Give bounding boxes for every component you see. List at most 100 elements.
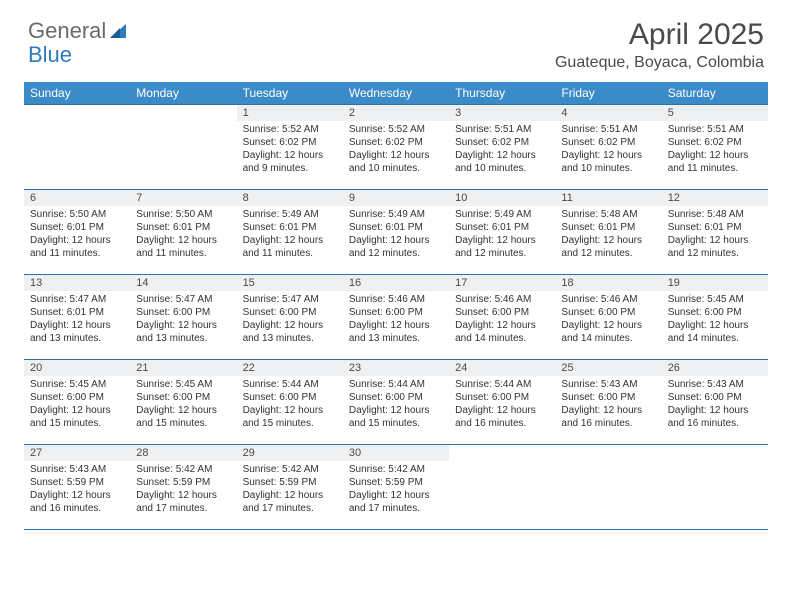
sunrise-text: Sunrise: 5:45 AM bbox=[668, 293, 762, 306]
calendar-day-cell: 16Sunrise: 5:46 AMSunset: 6:00 PMDayligh… bbox=[343, 275, 449, 360]
daylight-text: Daylight: 12 hours and 16 minutes. bbox=[30, 489, 124, 515]
sunrise-text: Sunrise: 5:43 AM bbox=[30, 463, 124, 476]
sunset-text: Sunset: 6:00 PM bbox=[561, 391, 655, 404]
calendar-day-cell: 15Sunrise: 5:47 AMSunset: 6:00 PMDayligh… bbox=[237, 275, 343, 360]
sunset-text: Sunset: 6:01 PM bbox=[30, 306, 124, 319]
day-details: Sunrise: 5:42 AMSunset: 5:59 PMDaylight:… bbox=[343, 461, 449, 519]
daylight-text: Daylight: 12 hours and 12 minutes. bbox=[668, 234, 762, 260]
calendar-day-cell: 11Sunrise: 5:48 AMSunset: 6:01 PMDayligh… bbox=[555, 190, 661, 275]
page-title: April 2025 bbox=[555, 18, 764, 52]
day-details: Sunrise: 5:43 AMSunset: 5:59 PMDaylight:… bbox=[24, 461, 130, 519]
calendar-bottom-border bbox=[24, 530, 768, 531]
day-details bbox=[555, 461, 661, 467]
day-number bbox=[449, 445, 555, 461]
calendar-day-cell: 18Sunrise: 5:46 AMSunset: 6:00 PMDayligh… bbox=[555, 275, 661, 360]
daylight-text: Daylight: 12 hours and 11 minutes. bbox=[30, 234, 124, 260]
calendar-day-cell: 26Sunrise: 5:43 AMSunset: 6:00 PMDayligh… bbox=[662, 360, 768, 445]
day-number: 14 bbox=[130, 275, 236, 291]
sunrise-text: Sunrise: 5:45 AM bbox=[30, 378, 124, 391]
sunrise-text: Sunrise: 5:49 AM bbox=[455, 208, 549, 221]
day-header-row: Sunday Monday Tuesday Wednesday Thursday… bbox=[24, 82, 768, 105]
sunset-text: Sunset: 6:01 PM bbox=[455, 221, 549, 234]
day-number: 9 bbox=[343, 190, 449, 206]
day-details: Sunrise: 5:44 AMSunset: 6:00 PMDaylight:… bbox=[237, 376, 343, 434]
title-block: April 2025 Guateque, Boyaca, Colombia bbox=[555, 18, 764, 72]
calendar-day-cell: 21Sunrise: 5:45 AMSunset: 6:00 PMDayligh… bbox=[130, 360, 236, 445]
day-number: 11 bbox=[555, 190, 661, 206]
day-number: 12 bbox=[662, 190, 768, 206]
logo-text-general: General bbox=[28, 18, 106, 44]
day-details: Sunrise: 5:44 AMSunset: 6:00 PMDaylight:… bbox=[343, 376, 449, 434]
calendar-day-cell: 6Sunrise: 5:50 AMSunset: 6:01 PMDaylight… bbox=[24, 190, 130, 275]
day-number: 19 bbox=[662, 275, 768, 291]
sunset-text: Sunset: 6:00 PM bbox=[136, 306, 230, 319]
daylight-text: Daylight: 12 hours and 10 minutes. bbox=[455, 149, 549, 175]
sunset-text: Sunset: 5:59 PM bbox=[349, 476, 443, 489]
logo: General bbox=[28, 18, 128, 44]
calendar-day-cell: 22Sunrise: 5:44 AMSunset: 6:00 PMDayligh… bbox=[237, 360, 343, 445]
daylight-text: Daylight: 12 hours and 15 minutes. bbox=[30, 404, 124, 430]
sunset-text: Sunset: 6:00 PM bbox=[561, 306, 655, 319]
calendar-day-cell: 23Sunrise: 5:44 AMSunset: 6:00 PMDayligh… bbox=[343, 360, 449, 445]
calendar-table: Sunday Monday Tuesday Wednesday Thursday… bbox=[24, 82, 768, 530]
sunrise-text: Sunrise: 5:46 AM bbox=[561, 293, 655, 306]
calendar-day-cell: 3Sunrise: 5:51 AMSunset: 6:02 PMDaylight… bbox=[449, 105, 555, 190]
day-number: 3 bbox=[449, 105, 555, 121]
daylight-text: Daylight: 12 hours and 11 minutes. bbox=[136, 234, 230, 260]
sunset-text: Sunset: 6:00 PM bbox=[30, 391, 124, 404]
sunrise-text: Sunrise: 5:48 AM bbox=[561, 208, 655, 221]
sunset-text: Sunset: 6:02 PM bbox=[561, 136, 655, 149]
sunset-text: Sunset: 6:02 PM bbox=[668, 136, 762, 149]
daylight-text: Daylight: 12 hours and 16 minutes. bbox=[668, 404, 762, 430]
location-subtitle: Guateque, Boyaca, Colombia bbox=[555, 54, 764, 72]
calendar-day-cell: 27Sunrise: 5:43 AMSunset: 5:59 PMDayligh… bbox=[24, 445, 130, 530]
day-details: Sunrise: 5:50 AMSunset: 6:01 PMDaylight:… bbox=[24, 206, 130, 264]
day-details: Sunrise: 5:46 AMSunset: 6:00 PMDaylight:… bbox=[343, 291, 449, 349]
daylight-text: Daylight: 12 hours and 16 minutes. bbox=[561, 404, 655, 430]
day-details: Sunrise: 5:49 AMSunset: 6:01 PMDaylight:… bbox=[237, 206, 343, 264]
daylight-text: Daylight: 12 hours and 10 minutes. bbox=[561, 149, 655, 175]
sunset-text: Sunset: 6:00 PM bbox=[455, 306, 549, 319]
sunrise-text: Sunrise: 5:46 AM bbox=[349, 293, 443, 306]
calendar-day-cell: 8Sunrise: 5:49 AMSunset: 6:01 PMDaylight… bbox=[237, 190, 343, 275]
sunset-text: Sunset: 6:01 PM bbox=[561, 221, 655, 234]
day-number: 22 bbox=[237, 360, 343, 376]
calendar-week-row: 20Sunrise: 5:45 AMSunset: 6:00 PMDayligh… bbox=[24, 360, 768, 445]
daylight-text: Daylight: 12 hours and 12 minutes. bbox=[455, 234, 549, 260]
day-number: 7 bbox=[130, 190, 236, 206]
day-number: 27 bbox=[24, 445, 130, 461]
daylight-text: Daylight: 12 hours and 13 minutes. bbox=[30, 319, 124, 345]
day-number: 5 bbox=[662, 105, 768, 121]
sunrise-text: Sunrise: 5:45 AM bbox=[136, 378, 230, 391]
day-details: Sunrise: 5:52 AMSunset: 6:02 PMDaylight:… bbox=[343, 121, 449, 179]
day-details: Sunrise: 5:46 AMSunset: 6:00 PMDaylight:… bbox=[449, 291, 555, 349]
daylight-text: Daylight: 12 hours and 13 minutes. bbox=[136, 319, 230, 345]
sunset-text: Sunset: 6:01 PM bbox=[30, 221, 124, 234]
sunrise-text: Sunrise: 5:52 AM bbox=[349, 123, 443, 136]
daylight-text: Daylight: 12 hours and 14 minutes. bbox=[561, 319, 655, 345]
sunset-text: Sunset: 6:02 PM bbox=[243, 136, 337, 149]
day-details: Sunrise: 5:46 AMSunset: 6:00 PMDaylight:… bbox=[555, 291, 661, 349]
sunset-text: Sunset: 6:00 PM bbox=[349, 306, 443, 319]
day-details bbox=[24, 121, 130, 127]
sunset-text: Sunset: 5:59 PM bbox=[243, 476, 337, 489]
calendar-day-cell bbox=[24, 105, 130, 190]
day-number: 28 bbox=[130, 445, 236, 461]
day-details: Sunrise: 5:48 AMSunset: 6:01 PMDaylight:… bbox=[662, 206, 768, 264]
sunset-text: Sunset: 6:01 PM bbox=[243, 221, 337, 234]
day-number: 8 bbox=[237, 190, 343, 206]
day-details: Sunrise: 5:45 AMSunset: 6:00 PMDaylight:… bbox=[130, 376, 236, 434]
daylight-text: Daylight: 12 hours and 13 minutes. bbox=[243, 319, 337, 345]
calendar-day-cell bbox=[130, 105, 236, 190]
day-number: 23 bbox=[343, 360, 449, 376]
calendar-week-row: 27Sunrise: 5:43 AMSunset: 5:59 PMDayligh… bbox=[24, 445, 768, 530]
sunrise-text: Sunrise: 5:52 AM bbox=[243, 123, 337, 136]
day-number: 4 bbox=[555, 105, 661, 121]
page-header: General April 2025 Guateque, Boyaca, Col… bbox=[0, 0, 792, 72]
day-header: Tuesday bbox=[237, 82, 343, 105]
calendar-day-cell: 17Sunrise: 5:46 AMSunset: 6:00 PMDayligh… bbox=[449, 275, 555, 360]
calendar-day-cell: 4Sunrise: 5:51 AMSunset: 6:02 PMDaylight… bbox=[555, 105, 661, 190]
sunrise-text: Sunrise: 5:44 AM bbox=[455, 378, 549, 391]
calendar-week-row: 6Sunrise: 5:50 AMSunset: 6:01 PMDaylight… bbox=[24, 190, 768, 275]
day-details: Sunrise: 5:43 AMSunset: 6:00 PMDaylight:… bbox=[555, 376, 661, 434]
